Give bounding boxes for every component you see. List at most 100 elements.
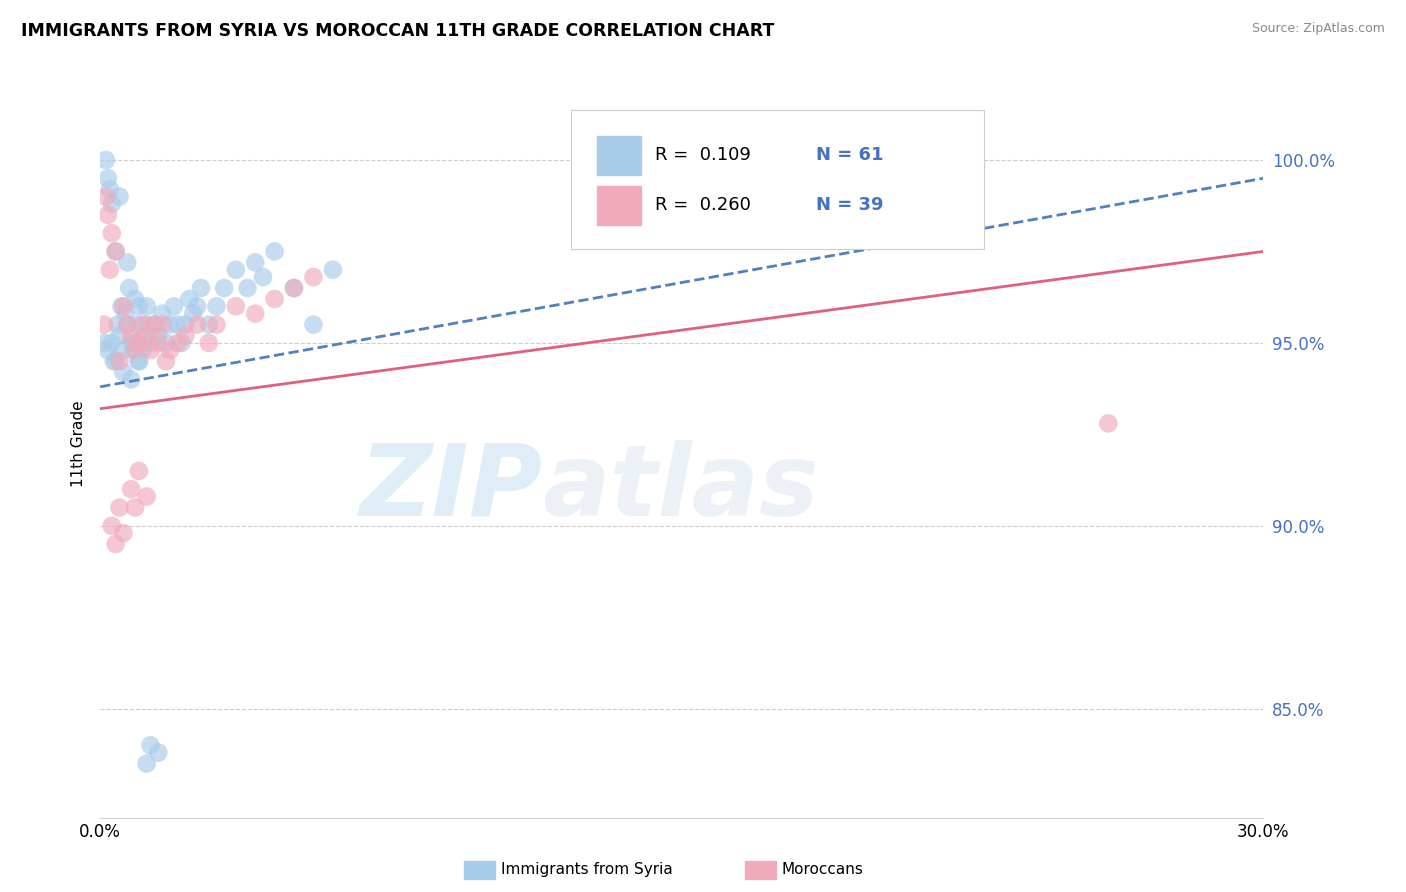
Point [148,746,170,760]
Point [148,328,170,343]
Point [139,343,162,358]
Point [150,307,173,321]
Point [125,318,148,332]
Point [124,500,146,515]
Point [112,526,135,541]
Point [104,537,127,551]
Point [205,299,228,313]
Text: R =  0.109: R = 0.109 [655,145,751,164]
Point [98,182,121,196]
Point [108,328,131,343]
Point [124,343,146,358]
Point [143,318,166,332]
Point [112,365,135,379]
Point [135,490,157,504]
Point [112,299,135,313]
Text: N = 61: N = 61 [815,145,883,164]
Point [245,307,267,321]
Point [139,739,162,753]
Point [110,299,132,313]
Point [120,335,142,350]
Text: Moroccans: Moroccans [782,863,863,877]
Point [212,281,235,295]
Point [108,354,131,368]
Bar [598,136,641,175]
Point [100,518,122,533]
Point [117,318,139,332]
Point [179,292,201,306]
Point [236,281,259,295]
Point [112,343,135,358]
Point [132,343,155,358]
Point [100,197,122,211]
Point [174,318,197,332]
Point [159,343,181,358]
Point [94,189,117,203]
Point [132,328,155,343]
Point [128,354,150,368]
Point [135,318,157,332]
Text: atlas: atlas [543,440,818,537]
Point [190,281,212,295]
Point [120,372,142,386]
Point [155,335,177,350]
Point [166,335,188,350]
Point [117,318,139,332]
Point [94,153,117,167]
Point [186,318,208,332]
Point [163,299,186,313]
Text: ZIP: ZIP [359,440,543,537]
Point [122,343,145,358]
Point [1097,417,1119,431]
Point [108,189,131,203]
Point [97,343,120,358]
Point [150,318,173,332]
Point [93,318,115,332]
Point [159,318,181,332]
Point [263,292,285,306]
Point [124,292,146,306]
Point [302,318,325,332]
Point [100,335,122,350]
Point [104,244,127,259]
Text: Immigrants from Syria: Immigrants from Syria [501,863,672,877]
Point [132,318,155,332]
Text: R =  0.260: R = 0.260 [655,196,751,214]
Point [263,244,285,259]
Point [252,270,274,285]
Text: Source: ZipAtlas.com: Source: ZipAtlas.com [1251,22,1385,36]
Point [197,318,219,332]
Bar [598,186,641,225]
Point [135,299,157,313]
Point [197,335,219,350]
Point [124,335,146,350]
Point [97,171,120,186]
FancyBboxPatch shape [571,110,984,249]
Point [322,262,344,277]
Point [170,335,193,350]
Point [128,354,150,368]
Point [205,318,228,332]
Point [155,354,177,368]
Point [108,500,131,515]
Point [128,464,150,478]
Point [148,335,170,350]
Point [135,756,157,771]
Point [186,299,208,313]
Point [100,226,122,240]
Point [98,262,121,277]
Point [93,335,115,350]
Point [283,281,305,295]
Point [97,208,120,222]
Point [117,255,139,269]
Point [114,307,136,321]
Point [118,281,141,295]
Point [225,262,247,277]
Point [120,328,142,343]
Point [128,335,150,350]
Point [107,318,129,332]
Text: IMMIGRANTS FROM SYRIA VS MOROCCAN 11TH GRADE CORRELATION CHART: IMMIGRANTS FROM SYRIA VS MOROCCAN 11TH G… [21,22,775,40]
Point [128,299,150,313]
Point [135,328,157,343]
Point [104,244,127,259]
